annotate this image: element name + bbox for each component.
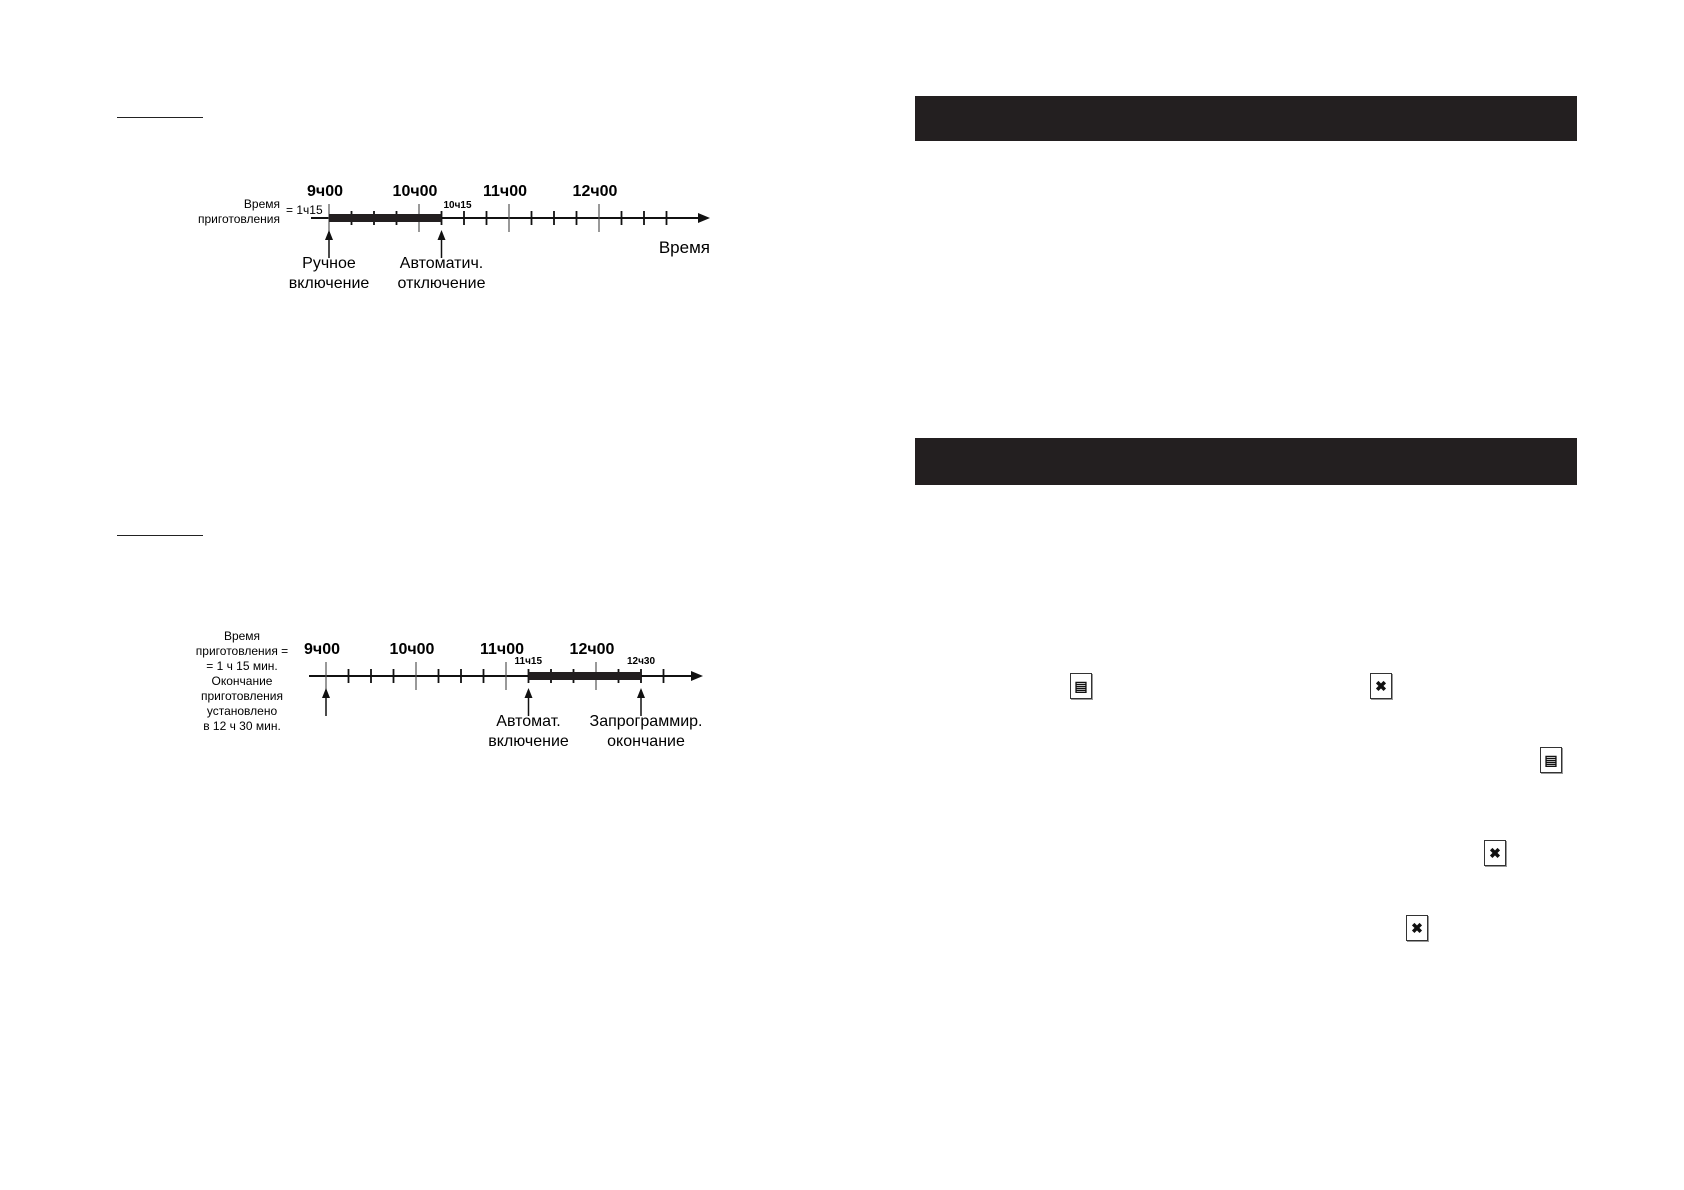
marker-label: окончание: [607, 733, 685, 750]
duration-label: = 1ч15: [286, 203, 323, 217]
side-label: в 12 ч 30 мин.: [203, 719, 281, 733]
side-label: Время: [224, 629, 260, 643]
marker-label: Автоматич.: [400, 255, 483, 272]
section-header-bar-1: [915, 96, 1577, 141]
oven-icon: ▤: [1540, 747, 1562, 773]
side-label: Окончание: [212, 674, 273, 688]
hour-label: 11ч00: [480, 641, 524, 658]
hour-label: 10ч00: [390, 641, 435, 658]
oven-icon: ▤: [1070, 673, 1092, 699]
axis-label: Время: [659, 238, 710, 257]
hour-label: 12ч00: [570, 641, 615, 658]
axis-arrowhead: [698, 213, 710, 223]
side-label: = 1 ч 15 мин.: [206, 659, 278, 673]
side-label: установлено: [207, 704, 278, 718]
fan-icon: ✖: [1370, 673, 1392, 699]
fan-icon: ✖: [1406, 915, 1428, 941]
marker-label: Запрограммир.: [590, 713, 703, 730]
section-underline-2: [117, 535, 203, 536]
side-label: приготовления: [201, 689, 283, 703]
side-label: Время: [244, 197, 280, 211]
cooking-duration-bar: [329, 214, 442, 222]
marker-arrowhead: [637, 688, 645, 698]
section-header-bar-2: [915, 438, 1577, 485]
marker-arrowhead: [437, 230, 446, 240]
hour-label: 9ч00: [304, 641, 340, 658]
side-label: приготовления =: [196, 644, 288, 658]
hour-label: 12ч00: [573, 183, 618, 200]
marker-label: Ручное: [302, 255, 356, 272]
hour-label: 10ч00: [393, 183, 438, 200]
marker-arrowhead: [325, 230, 333, 240]
cooking-duration-bar: [528, 672, 641, 680]
axis-arrowhead: [691, 671, 703, 681]
end-time-label: 12ч30: [627, 656, 655, 667]
side-label: приготовления: [198, 212, 280, 226]
marker-label: включение: [488, 733, 569, 750]
marker-label: отключение: [398, 275, 486, 292]
marker-label: Автомат.: [496, 713, 560, 730]
hour-label: 11ч00: [483, 183, 527, 200]
marker-arrowhead: [322, 688, 330, 698]
section-underline-1: [117, 117, 203, 118]
marker-arrowhead: [524, 688, 533, 698]
hour-label: 9ч00: [307, 183, 343, 200]
fan-icon: ✖: [1484, 840, 1506, 866]
marker-label: включение: [289, 275, 370, 292]
end-time-label: 10ч15: [444, 200, 472, 211]
start-time-label: 11ч15: [515, 656, 543, 667]
